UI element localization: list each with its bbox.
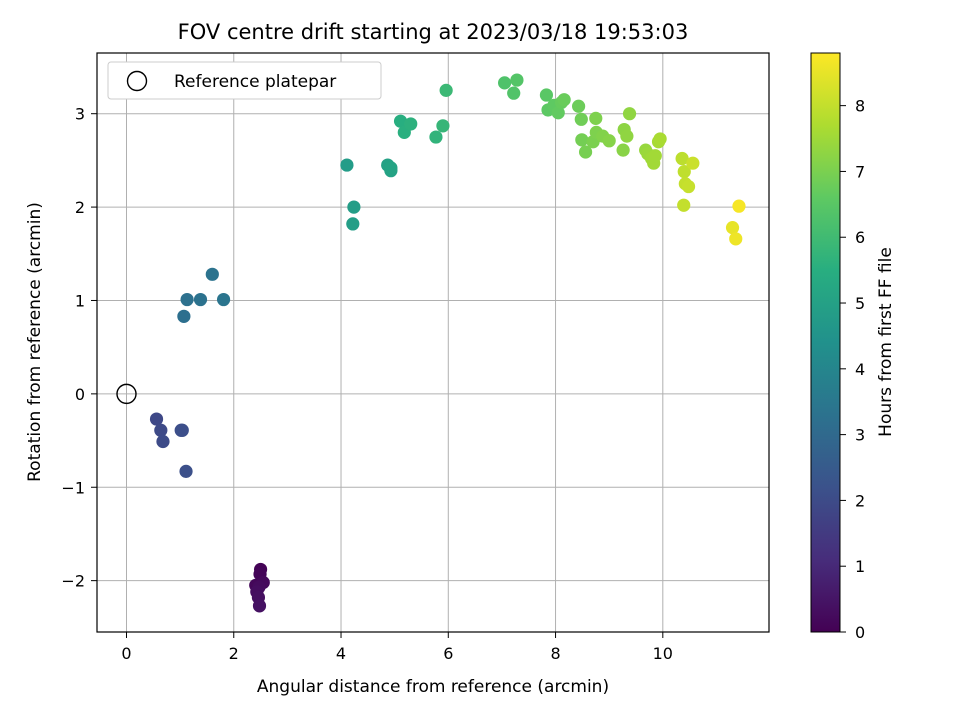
data-point: [149, 412, 164, 426]
y-tick-label: 2: [75, 198, 85, 217]
colorbar-tick-label: 7: [855, 162, 865, 181]
grid-lines: [97, 53, 769, 632]
data-points: [149, 73, 746, 613]
y-tick-label: 3: [75, 105, 85, 124]
data-point: [340, 158, 354, 172]
y-tick-label: 1: [75, 291, 85, 310]
plot-frame: [96, 52, 770, 633]
data-point: [252, 599, 267, 613]
data-point: [589, 111, 603, 125]
y-tick-label: −1: [61, 478, 85, 497]
data-point: [193, 292, 208, 307]
y-tick-label: 0: [75, 385, 85, 404]
data-point: [154, 423, 168, 437]
data-point: [179, 464, 193, 478]
x-tick-label: 8: [550, 644, 560, 663]
data-point: [347, 200, 361, 214]
x-tick-label: 2: [229, 644, 239, 663]
y-axis-label: Rotation from reference (arcmin): [25, 202, 45, 482]
data-point: [205, 267, 219, 281]
data-point: [729, 232, 743, 246]
colorbar-tick-label: 2: [855, 491, 865, 510]
data-point: [677, 165, 691, 179]
data-point: [681, 179, 696, 194]
x-axis-ticks: 0 2 4 6 8 10: [121, 632, 673, 663]
data-point: [216, 292, 231, 307]
data-point: [507, 86, 521, 100]
data-point: [620, 129, 634, 143]
legend-marker: [126, 70, 148, 92]
data-point: [436, 119, 450, 133]
colorbar-ticks: 0 1 2 3 4 5 6 7 8: [840, 97, 865, 642]
colorbar-tick-label: 1: [855, 557, 865, 576]
y-tick-label: −2: [61, 572, 85, 591]
data-point: [575, 133, 589, 147]
data-point: [732, 199, 746, 213]
data-point: [429, 130, 443, 144]
data-point: [497, 76, 512, 90]
reference-marker: [116, 383, 137, 405]
data-point: [616, 143, 630, 157]
colorbar-label: Hours from first FF file: [876, 247, 896, 437]
data-point: [572, 99, 586, 113]
data-point: [180, 292, 194, 307]
colorbar-tick-label: 3: [855, 426, 865, 445]
data-point: [725, 221, 740, 235]
data-point: [384, 161, 398, 175]
colorbar-tick-label: 4: [855, 360, 865, 379]
colorbar-tick-label: 5: [855, 294, 865, 313]
data-point: [602, 134, 616, 148]
colorbar-gradient: [810, 52, 841, 633]
data-point: [557, 93, 571, 107]
data-point: [622, 107, 637, 121]
data-point: [539, 88, 554, 102]
data-point: [551, 106, 565, 120]
data-point: [578, 145, 593, 159]
legend-label: Reference platepar: [174, 72, 336, 92]
x-tick-label: 6: [443, 644, 453, 663]
data-point: [404, 117, 418, 131]
reference-point: [116, 383, 137, 405]
data-point: [686, 156, 700, 170]
data-point: [439, 83, 453, 97]
data-point: [675, 151, 689, 166]
data-point: [677, 198, 691, 212]
data-point: [346, 217, 360, 231]
y-axis-ticks: −2 −1 0 1 2 3: [61, 105, 97, 591]
x-axis-label: Angular distance from reference (arcmin): [257, 677, 609, 697]
data-point: [653, 132, 667, 146]
legend: Reference platepar: [107, 61, 382, 100]
data-point: [510, 73, 524, 87]
x-tick-label: 4: [336, 644, 346, 663]
data-point: [393, 114, 408, 128]
colorbar: 0 1 2 3 4 5 6 7 8 Hours from first FF file: [810, 52, 896, 642]
data-point: [177, 309, 191, 323]
x-tick-label: 0: [121, 644, 131, 663]
legend-box: [107, 61, 382, 100]
data-point: [648, 149, 662, 163]
colorbar-tick-label: 6: [855, 228, 865, 247]
data-point: [574, 112, 588, 126]
colorbar-tick-label: 0: [855, 623, 865, 642]
data-point: [156, 434, 170, 449]
x-tick-label: 10: [653, 644, 673, 663]
colorbar-tick-label: 8: [855, 97, 865, 116]
data-point: [175, 423, 189, 437]
chart-title: FOV centre drift starting at 2023/03/18 …: [178, 20, 689, 44]
